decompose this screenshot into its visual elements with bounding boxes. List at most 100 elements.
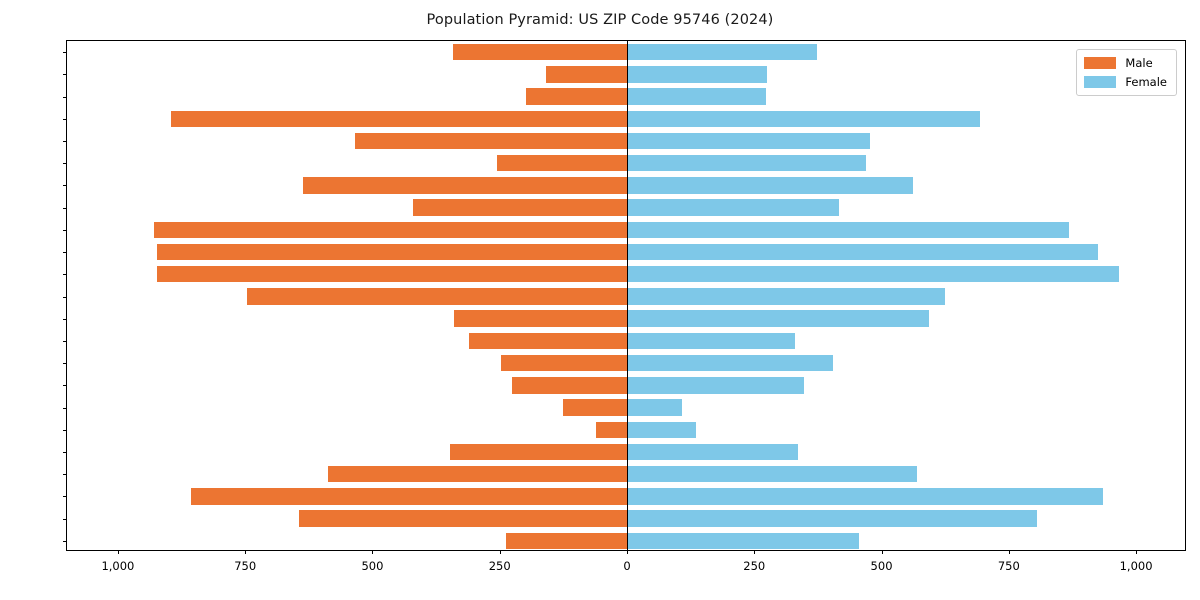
bar-female — [627, 110, 981, 127]
bar-male — [526, 88, 627, 105]
bar-male — [302, 177, 627, 194]
bar-male — [505, 532, 627, 550]
x-axis-tick-label: 750 — [234, 559, 257, 573]
bar-row — [67, 443, 1185, 461]
bar-row — [67, 377, 1185, 394]
bar-female — [627, 66, 767, 83]
y-axis-tick-mark — [63, 163, 67, 165]
bar-row — [67, 332, 1185, 350]
x-axis-tick-mark — [245, 550, 247, 554]
x-axis-tick-label: 250 — [743, 559, 766, 573]
bar-female — [627, 266, 1120, 283]
bar-row — [67, 154, 1185, 172]
bar-male — [156, 243, 627, 261]
bar-male — [450, 443, 627, 461]
bar-row — [67, 466, 1185, 483]
bar-female — [627, 466, 918, 483]
y-axis-tick-mark — [63, 207, 67, 209]
bar-male — [512, 377, 627, 394]
bar-male — [453, 310, 627, 327]
bar-female — [627, 310, 930, 327]
y-axis-tick-mark — [63, 252, 67, 254]
y-axis-tick-mark — [63, 140, 67, 142]
bar-male — [190, 488, 627, 505]
bar-row — [67, 177, 1185, 194]
bar-row — [67, 132, 1185, 150]
y-axis-tick-mark — [63, 540, 67, 542]
bar-female — [627, 199, 840, 216]
y-axis-tick-mark — [63, 518, 67, 520]
bar-male — [453, 43, 627, 61]
x-axis-tick-label: 500 — [870, 559, 893, 573]
legend-label: Female — [1125, 75, 1167, 89]
bar-female — [627, 288, 946, 305]
bar-female — [627, 421, 697, 439]
y-axis-tick-mark — [63, 52, 67, 54]
bar-row — [67, 288, 1185, 305]
x-axis-tick-mark — [117, 550, 119, 554]
bar-male — [497, 154, 627, 172]
y-axis-tick-mark — [63, 452, 67, 454]
legend-item-male[interactable]: Male — [1084, 56, 1167, 70]
bars-layer — [67, 41, 1185, 550]
legend-item-female[interactable]: Female — [1084, 75, 1167, 89]
x-axis-tick-label: 1,000 — [1119, 559, 1153, 573]
plot-area: 85+80-8475-7970-7467-6965-6662-6460-6155… — [63, 40, 1186, 573]
bar-male — [500, 354, 627, 372]
bar-row — [67, 532, 1185, 550]
bar-row — [67, 43, 1185, 61]
y-axis-tick-mark — [63, 74, 67, 76]
bar-female — [627, 399, 682, 416]
bar-female — [627, 43, 818, 61]
zero-axis-line — [627, 41, 629, 550]
x-axis-tick-label: 1,000 — [101, 559, 135, 573]
bar-female — [627, 221, 1069, 239]
y-axis-tick-mark — [63, 429, 67, 431]
bar-female — [627, 443, 798, 461]
bar-row — [67, 110, 1185, 127]
bar-female — [627, 177, 914, 194]
bar-female — [627, 132, 871, 150]
y-axis-tick-mark — [63, 340, 67, 342]
chart-title: Population Pyramid: US ZIP Code 95746 (2… — [426, 12, 774, 28]
bar-male — [596, 421, 627, 439]
bar-female — [627, 510, 1038, 527]
chart-legend: Male Female — [1076, 49, 1177, 96]
y-axis-tick-mark — [63, 96, 67, 98]
bar-row — [67, 510, 1185, 527]
bar-female — [627, 532, 860, 550]
bar-row — [67, 421, 1185, 439]
bar-male — [412, 199, 627, 216]
y-axis-tick-mark — [63, 118, 67, 120]
y-axis-tick-mark — [63, 407, 67, 409]
bar-row — [67, 488, 1185, 505]
bar-female — [627, 332, 795, 350]
bar-row — [67, 266, 1185, 283]
bar-male — [299, 510, 627, 527]
bar-row — [67, 310, 1185, 327]
x-axis-tick-label: 250 — [488, 559, 511, 573]
x-axis-tick-mark — [1136, 550, 1138, 554]
y-axis-tick-mark — [63, 385, 67, 387]
bar-row — [67, 243, 1185, 261]
bar-female — [627, 243, 1099, 261]
y-axis-tick-mark — [63, 496, 67, 498]
bar-female — [627, 488, 1103, 505]
y-axis-tick-mark — [63, 363, 67, 365]
bar-male — [355, 132, 627, 150]
x-axis-tick-mark — [754, 550, 756, 554]
bar-row — [67, 221, 1185, 239]
bar-row — [67, 66, 1185, 83]
bar-male — [328, 466, 627, 483]
bar-male — [154, 221, 627, 239]
x-axis-tick-label: 750 — [997, 559, 1020, 573]
bar-male — [469, 332, 627, 350]
bar-row — [67, 399, 1185, 416]
y-axis-tick-mark — [63, 185, 67, 187]
bar-female — [627, 88, 766, 105]
bar-row — [67, 354, 1185, 372]
bar-female — [627, 154, 866, 172]
y-axis-tick-mark — [63, 296, 67, 298]
x-axis-tick-label: 500 — [361, 559, 384, 573]
